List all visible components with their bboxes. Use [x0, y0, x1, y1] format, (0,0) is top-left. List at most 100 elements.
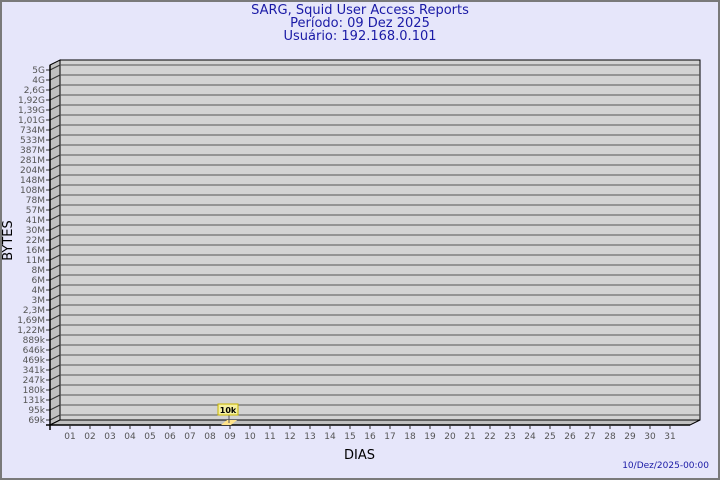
wall-gridline — [49, 214, 61, 221]
x-tick-label: 22 — [484, 432, 495, 442]
wall-gridline — [49, 84, 61, 91]
wall-gridline — [49, 174, 61, 181]
y-tick-label: 3M — [32, 296, 46, 306]
plot-back-wall — [59, 59, 701, 421]
wall-gridline — [49, 264, 61, 271]
wall-gridline — [49, 334, 61, 341]
y-tick-label: 180k — [23, 386, 46, 396]
y-tick-label: 204M — [20, 166, 45, 176]
y-tick-label: 69k — [28, 416, 45, 426]
wall-gridline — [49, 154, 61, 161]
wall-gridline — [49, 384, 61, 391]
wall-gridline — [49, 64, 61, 71]
y-tick-label: 131k — [23, 396, 46, 406]
wall-gridline — [49, 234, 61, 241]
x-tick-label: 09 — [224, 432, 236, 442]
x-tick-label: 20 — [444, 432, 456, 442]
y-tick-label: 22M — [26, 236, 45, 246]
x-tick-label: 30 — [644, 432, 656, 442]
x-tick-label: 17 — [384, 432, 395, 442]
y-tick-label: 2,3M — [23, 306, 45, 316]
wall-gridline — [49, 274, 61, 281]
wall-gridline — [49, 354, 61, 361]
wall-gridline — [49, 374, 61, 381]
y-tick-label: 2,6G — [24, 86, 45, 96]
x-tick-label: 18 — [404, 432, 416, 442]
y-tick-label: 341k — [23, 366, 46, 376]
x-tick-label: 08 — [204, 432, 216, 442]
x-tick-label: 07 — [184, 432, 195, 442]
wall-gridline — [49, 204, 61, 211]
y-tick-label: 11M — [26, 256, 45, 266]
x-tick-label: 05 — [144, 432, 155, 442]
wall-gridline — [49, 164, 61, 171]
wall-gridline — [49, 134, 61, 141]
x-tick-label: 01 — [64, 432, 75, 442]
x-tick-label: 26 — [564, 432, 576, 442]
wall-gridline — [49, 414, 61, 421]
data-label: 10k — [220, 406, 237, 415]
y-tick-label: 533M — [20, 136, 45, 146]
data-label-box — [217, 403, 239, 416]
wall-gridline — [49, 404, 61, 411]
y-tick-label: 16M — [26, 246, 45, 256]
x-tick-label: 21 — [464, 432, 475, 442]
y-tick-label: 41M — [26, 216, 45, 226]
wall-gridline — [49, 344, 61, 351]
y-tick-label: 4G — [32, 76, 45, 86]
x-tick-label: 15 — [344, 432, 355, 442]
y-tick-label: 469k — [23, 356, 46, 366]
x-tick-label: 06 — [164, 432, 176, 442]
y-tick-label: 6M — [32, 276, 46, 286]
chart-title: SARG, Squid User Access Reports — [251, 3, 469, 18]
y-tick-label: 1,39G — [18, 106, 45, 116]
wall-gridline — [49, 194, 61, 201]
x-tick-label: 19 — [424, 432, 436, 442]
y-tick-label: 148M — [20, 176, 45, 186]
x-tick-label: 24 — [524, 432, 536, 442]
y-tick-label: 1,69M — [17, 316, 45, 326]
wall-gridline — [49, 284, 61, 291]
wall-gridline — [49, 184, 61, 191]
y-tick-label: 1,01G — [18, 116, 45, 126]
y-tick-label: 30M — [26, 226, 45, 236]
y-tick-label: 646k — [23, 346, 46, 356]
y-tick-label: 4M — [32, 286, 46, 296]
wall-gridline — [49, 324, 61, 331]
y-tick-label: 734M — [20, 126, 45, 136]
x-axis-title: DIAS — [344, 448, 375, 463]
wall-gridline — [49, 144, 61, 151]
y-tick-label: 78M — [26, 196, 45, 206]
generated-timestamp: 10/Dez/2025-00:00 — [622, 461, 709, 471]
y-tick-label: 281M — [20, 156, 45, 166]
chart-period: Período: 09 Dez 2025 — [290, 16, 430, 31]
wall-gridline — [49, 244, 61, 251]
wall-gridline — [49, 114, 61, 121]
y-tick-label: 57M — [26, 206, 45, 216]
wall-gridline — [49, 314, 61, 321]
plot-left-wall — [49, 59, 61, 426]
wall-gridline — [49, 224, 61, 231]
y-tick-label: 387M — [20, 146, 45, 156]
wall-gridline — [49, 394, 61, 401]
chart-user: Usuário: 192.168.0.101 — [283, 29, 437, 44]
y-tick-label: 1,92G — [18, 96, 45, 106]
y-tick-label: 8M — [32, 266, 46, 276]
y-tick-label: 95k — [28, 406, 45, 416]
y-tick-label: 1,22M — [17, 326, 45, 336]
wall-gridline — [49, 124, 61, 131]
x-tick-label: 13 — [304, 432, 315, 442]
x-tick-label: 25 — [544, 432, 555, 442]
wall-gridline — [49, 74, 61, 81]
x-tick-label: 31 — [664, 432, 675, 442]
x-tick-label: 14 — [324, 432, 336, 442]
x-tick-label: 12 — [284, 432, 295, 442]
x-tick-label: 10 — [244, 432, 256, 442]
x-tick-label: 29 — [624, 432, 636, 442]
wall-gridline — [49, 304, 61, 311]
y-tick-label: 247k — [23, 376, 46, 386]
x-tick-label: 02 — [84, 432, 95, 442]
y-tick-label: 108M — [20, 186, 45, 196]
x-tick-label: 11 — [264, 432, 275, 442]
